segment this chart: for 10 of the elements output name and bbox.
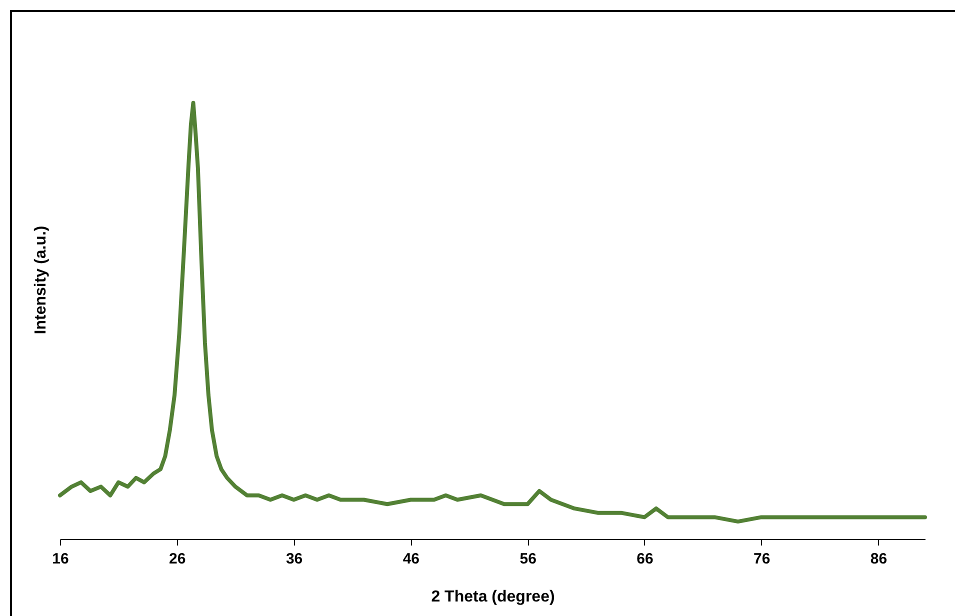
x-tick-label: 56 xyxy=(520,550,536,568)
x-tick-label: 16 xyxy=(52,550,69,568)
x-tick-label: 36 xyxy=(286,550,303,568)
x-tick-label: 66 xyxy=(636,550,654,568)
x-tick-label: 86 xyxy=(870,550,888,568)
y-axis-title: Intensity (a.u.) xyxy=(32,226,50,334)
x-tick-label: 46 xyxy=(402,550,420,568)
x-tick-label: 76 xyxy=(754,550,770,568)
x-tick-label: 26 xyxy=(169,550,186,568)
x-axis-title: 2 Theta (degree) xyxy=(431,588,555,606)
